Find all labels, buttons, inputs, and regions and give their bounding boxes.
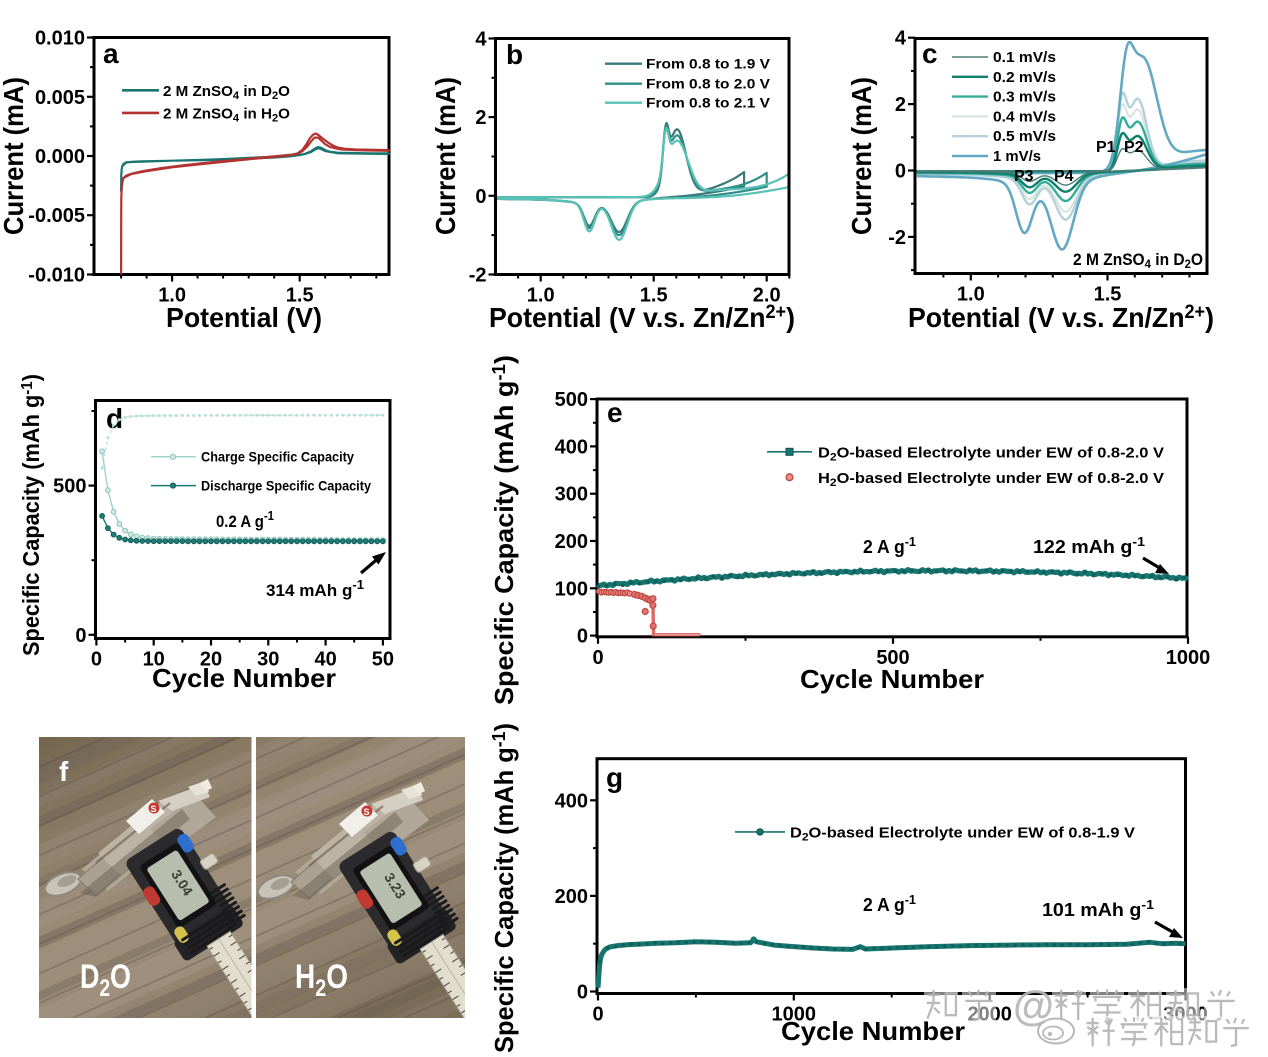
svg-text:P3: P3 [1014,168,1034,185]
svg-text:0: 0 [577,982,588,1004]
svg-text:0.4 mV/s: 0.4 mV/s [993,109,1056,125]
svg-text:2 M ZnSO4 in D2O: 2 M ZnSO4 in D2O [163,83,290,102]
svg-text:P1: P1 [1096,139,1116,156]
svg-text:4: 4 [475,29,487,51]
svg-text:1 mV/s: 1 mV/s [993,149,1041,165]
svg-text:1.0: 1.0 [158,285,186,307]
svg-text:2 M ZnSO4 in H2O: 2 M ZnSO4 in H2O [163,106,290,125]
svg-text:Cycle Number: Cycle Number [152,663,336,693]
svg-text:0.2 mV/s: 0.2 mV/s [993,70,1056,86]
svg-text:Cycle Number: Cycle Number [800,664,984,694]
svg-text:Potential (V): Potential (V) [166,302,322,333]
svg-text:500: 500 [53,476,86,498]
svg-text:Current (mA): Current (mA) [846,77,877,235]
svg-text:f: f [59,756,69,787]
svg-text:0: 0 [592,1004,603,1026]
svg-text:P4: P4 [1054,168,1074,185]
svg-text:Current (mA): Current (mA) [430,77,461,235]
svg-text:Discharge Specific Capacity: Discharge Specific Capacity [201,479,371,494]
svg-text:0: 0 [895,161,906,183]
svg-text:1000: 1000 [772,1004,817,1026]
svg-text:D2O-based Electrolyte under EW: D2O-based Electrolyte under EW of 0.8-1.… [790,825,1135,844]
svg-text:-2: -2 [469,265,487,287]
svg-text:1.0: 1.0 [957,284,985,306]
svg-text:0: 0 [75,625,86,647]
svg-text:400: 400 [555,436,588,458]
svg-text:0.010: 0.010 [35,28,85,50]
svg-text:0.1 mV/s: 0.1 mV/s [993,50,1056,66]
svg-text:d: d [106,403,123,434]
svg-text:b: b [506,39,523,70]
svg-text:0.005: 0.005 [35,87,85,109]
svg-text:H2O-based Electrolyte under EW: H2O-based Electrolyte under EW of 0.8-2.… [818,470,1164,489]
svg-text:2 A g-1: 2 A g-1 [863,534,916,557]
svg-text:1.5: 1.5 [1094,284,1122,306]
svg-text:2: 2 [475,107,486,129]
svg-text:2: 2 [895,94,906,116]
svg-text:30: 30 [257,649,279,671]
svg-text:1.5: 1.5 [640,285,668,307]
svg-text:From 0.8 to 2.0 V: From 0.8 to 2.0 V [646,76,771,92]
svg-text:0.2 A g-1: 0.2 A g-1 [216,508,274,531]
svg-text:D2O-based Electrolyte under EW: D2O-based Electrolyte under EW of 0.8-2.… [818,445,1164,464]
svg-text:Specific Capacity (mAh g-1): Specific Capacity (mAh g-1) [18,374,44,656]
svg-text:0: 0 [91,649,102,671]
svg-text:1.5: 1.5 [286,285,314,307]
svg-text:S: S [151,804,157,814]
svg-text:P2: P2 [1124,139,1144,156]
svg-text:-0.010: -0.010 [28,265,85,287]
svg-text:314 mAh g-1: 314 mAh g-1 [266,577,364,600]
svg-text:0: 0 [592,647,603,669]
svg-text:H2O: H2O [295,958,348,1002]
svg-text:g: g [606,762,623,793]
svg-text:40: 40 [314,649,336,671]
svg-text:1.0: 1.0 [527,285,555,307]
svg-text:Potential (V v.s. Zn/Zn2+): Potential (V v.s. Zn/Zn2+) [489,302,795,333]
svg-text:100: 100 [555,578,588,600]
svg-text:4: 4 [895,28,907,50]
svg-text:a: a [103,38,119,69]
svg-text:e: e [607,397,623,428]
svg-text:Specific Capacity (mAh g-1): Specific Capacity (mAh g-1) [489,723,519,1053]
svg-text:0: 0 [475,186,486,208]
svg-text:50: 50 [372,649,394,671]
svg-text:500: 500 [876,647,909,669]
svg-text:c: c [922,38,938,69]
svg-text:500: 500 [555,389,588,411]
svg-text:Charge Specific Capacity: Charge Specific Capacity [201,450,354,465]
svg-text:1000: 1000 [1166,647,1211,669]
svg-text:2.0: 2.0 [753,285,781,307]
svg-text:0.5 mV/s: 0.5 mV/s [993,129,1056,145]
svg-text:400: 400 [555,790,588,812]
svg-text:-0.005: -0.005 [28,205,85,227]
svg-text:0.000: 0.000 [35,146,85,168]
svg-text:101 mAh g-1: 101 mAh g -1 [1042,897,1154,920]
svg-text:From 0.8 to 1.9 V: From 0.8 to 1.9 V [646,56,771,72]
svg-text:0: 0 [577,626,588,648]
svg-text:200: 200 [555,886,588,908]
svg-text:10: 10 [143,649,165,671]
svg-text:2 A g-1: 2 A g-1 [863,892,916,915]
svg-text:200: 200 [555,531,588,553]
svg-text:Potential (V v.s. Zn/Zn2+): Potential (V v.s. Zn/Zn2+) [908,302,1214,333]
svg-text:-2: -2 [888,227,906,249]
svg-text:20: 20 [200,649,222,671]
svg-text:From 0.8 to 2.1 V: From 0.8 to 2.1 V [646,95,771,111]
svg-text:Specific Capacity (mAh g-1): Specific Capacity (mAh g-1) [489,355,519,705]
svg-text:300: 300 [555,484,588,506]
svg-text:Current (mA): Current (mA) [0,77,29,235]
svg-text:122 mAh g-1: 122 mAh g -1 [1033,534,1145,557]
svg-text:S: S [364,807,370,817]
svg-text:2 M ZnSO4 in D2O: 2 M ZnSO4 in D2O [1073,251,1203,271]
svg-text:0.3 mV/s: 0.3 mV/s [993,90,1056,106]
